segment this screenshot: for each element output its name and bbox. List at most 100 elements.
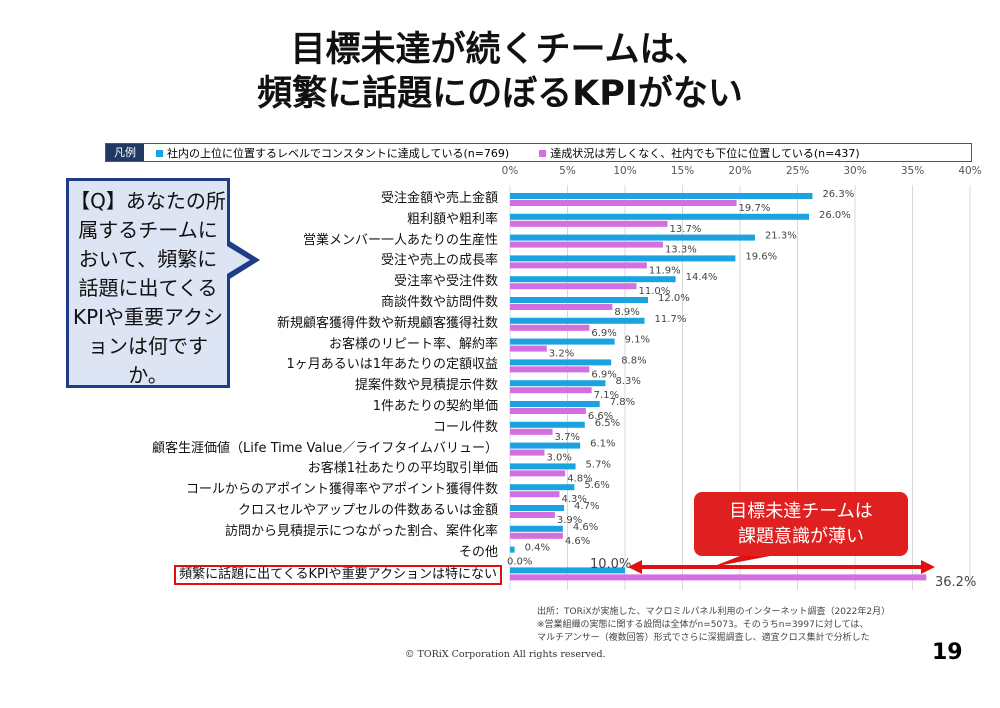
data-label: 7.8% (610, 397, 635, 408)
bar-low-performer (510, 512, 555, 518)
annotation-line1: 目標未達チームは (729, 501, 873, 522)
data-label: 26.3% (822, 189, 854, 200)
bar-low-performer (510, 324, 590, 331)
data-label: 13.3% (665, 245, 697, 256)
note-line2: ※営業組織の実態に関する設問は全体がn=5073。そのうちn=3997に対しては… (537, 620, 869, 630)
bar-high-performer (510, 505, 565, 511)
data-label: 4.7% (574, 501, 599, 512)
data-label: 4.6% (573, 522, 598, 533)
category-label: 営業メンバー一人あたりの生産性 (302, 232, 498, 248)
callout-pointer (712, 556, 770, 567)
data-label: 11.9% (649, 265, 681, 276)
title-line1: 目標未達が続くチームは、 (290, 30, 710, 70)
bar-high-performer (510, 401, 600, 407)
bar-low-performer (510, 220, 668, 227)
data-label: 3.7% (555, 432, 580, 443)
category-label: 提案件数や見積提示件数 (354, 378, 498, 394)
bar-high-performer (510, 297, 648, 303)
arrow-head-left (628, 560, 642, 574)
x-tick-label: 20% (728, 165, 752, 177)
data-label: 0.0% (507, 557, 532, 568)
data-label: 6.9% (591, 328, 616, 339)
x-tick-label: 35% (900, 165, 925, 177)
data-label: 5.6% (584, 480, 609, 491)
bar-low-performer (510, 491, 560, 498)
bar-high-performer (510, 255, 736, 262)
data-label: 4.6% (565, 536, 590, 547)
note-line1: 出所：TORiXが実施した、マクロミルパネル利用のインターネット調査（2022年… (537, 607, 891, 617)
bar-low-performer (510, 428, 553, 435)
x-tick-label: 10% (613, 165, 637, 177)
bar-low-performer (510, 574, 927, 581)
bar-high-performer (510, 525, 563, 532)
bar-low-performer (510, 532, 563, 539)
bar-high-performer (510, 213, 809, 220)
data-label: 9.1% (625, 335, 650, 346)
arrow-head-right (921, 560, 935, 574)
data-label: 10.0% (590, 557, 631, 572)
category-label: お客様のリピート率、解約率 (328, 336, 498, 352)
category-label: 訪問から見積提示につながった割合、案件化率 (224, 523, 498, 539)
bar-low-performer (510, 200, 737, 206)
bar-low-performer (510, 262, 647, 269)
category-label: 頻繁に話題に出てくるKPIや重要アクションは特にない (174, 565, 502, 586)
data-label: 6.5% (595, 418, 620, 429)
legend: 凡例 社内の上位に位置するレベルでコンスタントに達成している(n=769) 達成… (105, 143, 972, 162)
data-label: 11.0% (639, 286, 671, 297)
data-label: 8.8% (621, 355, 646, 366)
x-tick-label: 15% (670, 165, 695, 177)
source-note: 出所：TORiXが実施した、マクロミルパネル利用のインターネット調査（2022年… (537, 606, 890, 645)
bar-low-performer (510, 449, 545, 456)
legend-series1-text: 社内の上位に位置するレベルでコンスタントに達成している(n=769) (167, 146, 510, 160)
annotation-box: 目標未達チームは 課題意識が薄い (694, 492, 908, 556)
category-label: 受注金額や売上金額 (380, 191, 498, 206)
bar-high-performer (510, 421, 585, 428)
category-label: 顧客生涯価値（Life Time Value／ライフタイムバリュー） (152, 440, 498, 456)
data-label: 3.0% (547, 453, 572, 464)
data-label: 3.2% (549, 349, 574, 360)
category-label: 受注や売上の成長率 (380, 253, 498, 269)
bar-low-performer (510, 283, 637, 290)
title-line2: 頻繁に話題にのぼるKPIがない (257, 74, 743, 114)
bar-low-performer (510, 387, 592, 394)
bar-high-performer (510, 234, 755, 241)
bar-high-performer (510, 567, 625, 574)
category-label: 粗利額や粗利率 (406, 211, 498, 227)
category-label: クロスセルやアップセルの件数あるいは金額 (237, 503, 498, 518)
category-label: 商談件数や訪問件数 (380, 295, 498, 310)
page-number: 19 (932, 640, 963, 665)
copyright: © TORiX Corporation All rights reserved. (405, 649, 606, 660)
annotation-line2: 課題意識が薄い (738, 526, 864, 547)
data-label: 36.2% (935, 575, 976, 590)
legend-series2: 達成状況は芳しくなく、社内でも下位に位置している(n=437) (539, 145, 860, 161)
data-label: 7.1% (594, 390, 619, 401)
legend-series1: 社内の上位に位置するレベルでコンスタントに達成している(n=769) (156, 145, 509, 161)
x-tick-label: 25% (785, 165, 810, 177)
data-label: 6.9% (591, 369, 616, 380)
x-tick-label: 40% (958, 165, 982, 177)
bar-high-performer (510, 546, 515, 553)
data-label: 5.7% (586, 459, 611, 470)
data-label: 19.7% (739, 203, 771, 214)
bar-low-performer (510, 408, 586, 414)
data-label: 0.4% (525, 543, 550, 554)
category-label: 1ヶ月あるいは1年あたりの定額収益 (286, 357, 498, 373)
data-label: 8.9% (614, 307, 639, 318)
bar-low-performer (510, 241, 663, 248)
data-label: 11.7% (655, 314, 687, 325)
data-label: 6.6% (588, 411, 613, 422)
data-label: 12.0% (658, 293, 690, 304)
data-label: 14.4% (686, 272, 718, 283)
bar-low-performer (510, 345, 547, 352)
x-tick-label: 5% (559, 165, 576, 177)
question-callout: 【Q】あなたの所属するチームにおいて、頻繁に話題に出てくるKPIや重要アクション… (66, 178, 230, 388)
category-label: 新規顧客獲得件数や新規顧客獲得社数 (276, 315, 498, 331)
data-label: 26.0% (819, 210, 851, 221)
bar-high-performer (510, 338, 615, 345)
note-line3: マルチアンサー（複数回答）形式でさらに深掘調査し、適宜クロス集計で分析した (537, 633, 870, 643)
bar-high-performer (510, 193, 813, 199)
bar-low-performer (510, 304, 613, 310)
category-label: 受注率や受注件数 (393, 274, 498, 290)
category-label: 1件あたりの契約単価 (372, 399, 498, 414)
